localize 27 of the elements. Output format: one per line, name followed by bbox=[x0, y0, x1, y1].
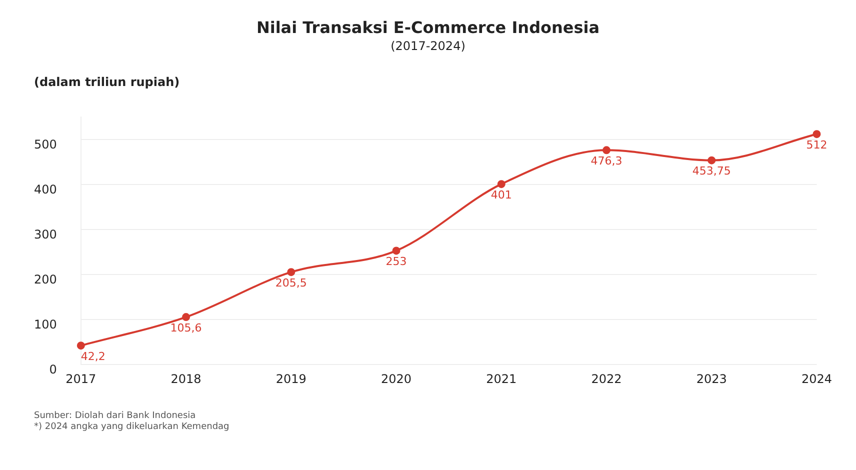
x-tick-label: 2021 bbox=[486, 372, 517, 386]
y-tick-label: 400 bbox=[34, 182, 57, 197]
y-axis-title: (dalam triliun rupiah) bbox=[34, 75, 181, 89]
text: *) 2024 angka yang dikeluarkan Kemendag bbox=[34, 422, 230, 433]
y-tick-label: 200 bbox=[34, 272, 57, 287]
y-tick-label: 0 bbox=[49, 362, 57, 377]
chart-title: Nilai Transaksi E-Commerce Indonesia bbox=[255, 18, 601, 37]
data-label: 205,5 bbox=[275, 276, 307, 290]
x-tick-label: 2022 bbox=[591, 372, 622, 386]
data-label: 42,2 bbox=[80, 350, 106, 363]
data-label: 453,75 bbox=[692, 164, 731, 178]
text: Sumber: Diolah dari Bank Indonesia bbox=[34, 411, 197, 422]
data-label: 253 bbox=[386, 255, 407, 268]
chart-subtitle: (2017-2024) bbox=[390, 39, 466, 53]
data-label: 401 bbox=[490, 188, 512, 202]
x-tick-label: 2024 bbox=[801, 372, 832, 386]
data-label: 105,6 bbox=[170, 321, 202, 334]
x-tick-label: 2020 bbox=[380, 372, 412, 386]
x-tick-label: 2019 bbox=[276, 372, 306, 386]
data-label: 476,3 bbox=[590, 154, 622, 168]
y-tick-label: 300 bbox=[34, 228, 57, 242]
y-tick-label: 500 bbox=[34, 138, 57, 152]
x-tick-label: 2023 bbox=[696, 372, 727, 386]
y-tick-label: 100 bbox=[34, 318, 57, 332]
x-tick-label: 2017 bbox=[66, 372, 96, 386]
x-tick-label: 2018 bbox=[170, 372, 202, 386]
data-label: 512 bbox=[806, 138, 828, 152]
